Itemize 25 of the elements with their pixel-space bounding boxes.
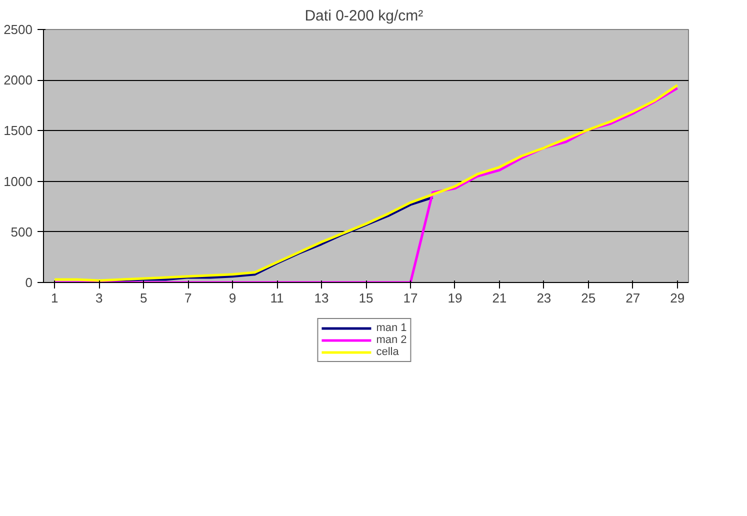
x-tick-label: 7 [184, 290, 192, 306]
legend-label: man 2 [376, 334, 407, 346]
y-tick-label: 2500 [4, 22, 32, 37]
x-tick-label: 9 [228, 290, 236, 306]
y-tick-label: 0 [25, 275, 33, 290]
x-tick-label: 29 [670, 290, 685, 306]
y-tick-label: 1000 [4, 174, 32, 189]
chart-title: Dati 0-200 kg/cm² [304, 8, 424, 24]
x-tick-label: 3 [95, 290, 103, 306]
x-tick-label: 1 [51, 290, 58, 306]
x-tick-label: 27 [626, 290, 640, 306]
x-tick-label: 17 [403, 290, 418, 306]
x-tick-label: 21 [492, 290, 507, 306]
x-tick-label: 19 [448, 290, 462, 306]
x-tick-label: 13 [314, 290, 329, 306]
legend-label: man 1 [376, 322, 407, 334]
x-tick-label: 23 [536, 290, 552, 306]
y-tick-label: 1500 [4, 123, 32, 138]
x-tick-label: 15 [358, 290, 374, 306]
legend-label: cella [376, 346, 399, 358]
x-tick-label: 11 [270, 290, 284, 306]
x-tick-label: 25 [581, 290, 596, 306]
x-tick-label: 5 [140, 290, 148, 306]
y-tick-label: 500 [10, 224, 33, 240]
y-tick-label: 2000 [4, 72, 32, 88]
